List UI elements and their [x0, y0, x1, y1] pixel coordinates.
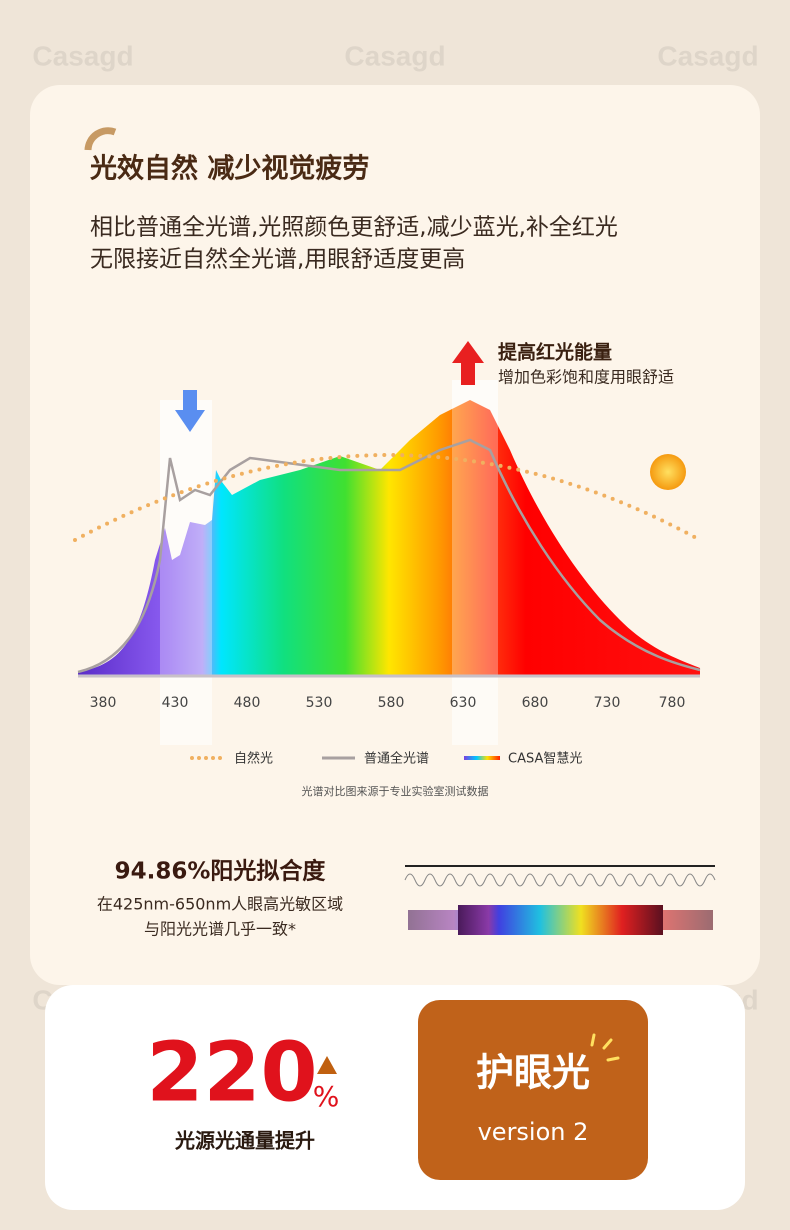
x-label: 380 [90, 695, 117, 711]
subtitle: 无限接近自然全光谱,用眼舒适度更高 [90, 247, 465, 273]
x-label: 580 [378, 695, 405, 711]
watermark: Casagd [657, 40, 758, 71]
x-label: 430 [162, 695, 189, 711]
title-icon [84, 127, 117, 151]
subtitle: 相比普通全光谱,光照颜色更舒适,减少蓝光,补全红光 [90, 215, 618, 241]
legend-label: 普通全光谱 [364, 751, 429, 767]
watermark: Casagd [32, 40, 133, 71]
fit-title: 94.86%阳光拟合度 [115, 858, 327, 885]
stat-value: 220 [146, 1025, 317, 1120]
x-label: 730 [594, 695, 621, 711]
x-label: 630 [450, 695, 477, 711]
callout-text: 增加色彩饱和度用眼舒适 [498, 368, 674, 387]
badge-title: 护眼光 [476, 1051, 590, 1095]
badge-version: version 2 [478, 1118, 589, 1146]
stat-unit: % [313, 1080, 340, 1113]
x-label: 530 [306, 695, 333, 711]
x-label: 680 [522, 695, 549, 711]
up-arrow [317, 1056, 337, 1074]
sparkle [590, 1033, 620, 1062]
legend: 自然光 普通全光谱 CASA智慧光 [190, 751, 582, 767]
stat-label: 光源光通量提升 [174, 1129, 315, 1153]
fit-text: 与阳光光谱几乎一致* [144, 920, 296, 939]
spectrum-graphic [73, 341, 702, 745]
callout-title: 提高红光能量 [498, 341, 612, 364]
x-label: 480 [234, 695, 261, 711]
fit-text: 在425nm-650nm人眼高光敏区域 [97, 895, 343, 914]
watermark: Casagd [344, 40, 445, 71]
title: 光效自然 减少视觉疲劳 [89, 153, 369, 185]
fit-graphic [404, 865, 716, 935]
legend-label: 自然光 [234, 751, 273, 767]
x-label: 780 [659, 695, 686, 711]
note: 光谱对比图来源于专业实验室测试数据 [302, 784, 489, 798]
legend-label: CASA智慧光 [508, 751, 582, 767]
x-axis: 380 430 480 530 580 630 680 730 780 [90, 695, 686, 711]
